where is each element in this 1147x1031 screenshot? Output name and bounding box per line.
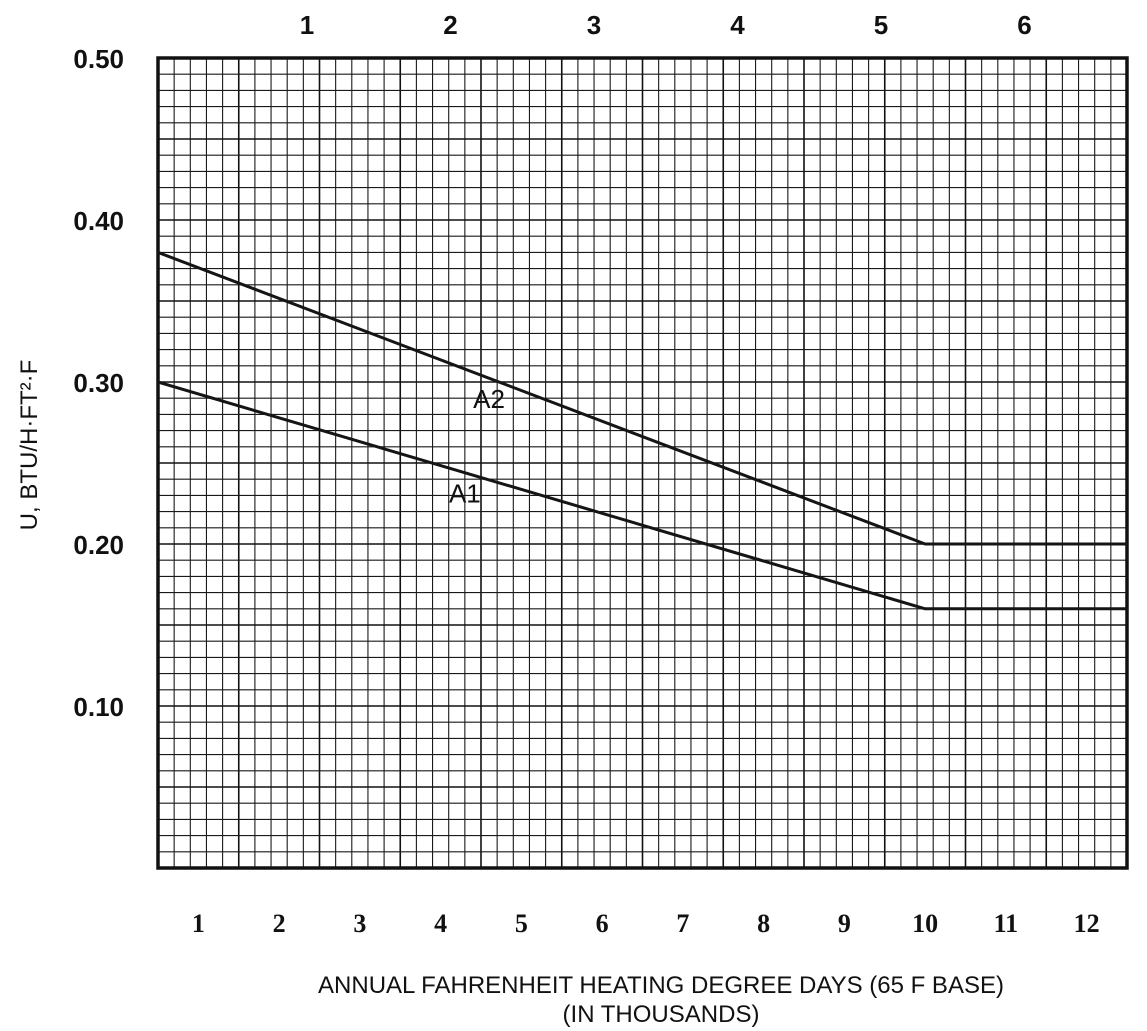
top-axis-ticks: 1 2 3 4 5 6 bbox=[300, 10, 1032, 40]
top-tick-label: 1 bbox=[300, 10, 314, 40]
x-tick-label: 12 bbox=[1074, 909, 1100, 938]
x-tick-label: 10 bbox=[912, 909, 938, 938]
series-line-a1 bbox=[156, 380, 1129, 611]
x-tick-label: 6 bbox=[596, 909, 609, 938]
top-tick-label: 4 bbox=[730, 10, 745, 40]
x-tick-label: 11 bbox=[994, 909, 1019, 938]
series-line-a2 bbox=[156, 250, 1129, 546]
y-axis-ticks: 0.50 0.40 0.30 0.20 0.10 bbox=[73, 44, 124, 722]
x-tick-label: 5 bbox=[515, 909, 528, 938]
series-labels: A2 A1 bbox=[449, 384, 505, 508]
top-tick-label: 2 bbox=[443, 10, 457, 40]
x-axis-ticks: 1 2 3 4 5 6 7 8 9 10 11 12 bbox=[192, 909, 1100, 938]
plot-area-frame bbox=[156, 56, 1129, 870]
x-tick-label: 8 bbox=[757, 909, 770, 938]
x-axis-title-line2: (IN THOUSANDS) bbox=[563, 1001, 760, 1028]
y-tick-label: 0.30 bbox=[73, 368, 124, 398]
series-lines bbox=[156, 250, 1129, 611]
x-tick-label: 7 bbox=[676, 909, 689, 938]
top-tick-label: 6 bbox=[1017, 10, 1031, 40]
x-axis-title: ANNUAL FAHRENHEIT HEATING DEGREE DAYS (6… bbox=[318, 972, 1004, 999]
y-tick-label: 0.40 bbox=[73, 206, 124, 236]
x-tick-label: 4 bbox=[434, 909, 447, 938]
x-tick-label: 1 bbox=[192, 909, 205, 938]
x-tick-label: 9 bbox=[838, 909, 851, 938]
series-label-a2: A2 bbox=[473, 384, 505, 414]
top-tick-label: 5 bbox=[874, 10, 888, 40]
y-tick-label: 0.50 bbox=[73, 44, 124, 74]
top-tick-label: 3 bbox=[587, 10, 601, 40]
x-tick-label: 3 bbox=[353, 909, 366, 938]
x-tick-label: 2 bbox=[273, 909, 286, 938]
grid bbox=[158, 58, 1127, 868]
y-axis-title: U, BTU/H·FT²·F bbox=[16, 360, 43, 531]
y-tick-label: 0.10 bbox=[73, 692, 124, 722]
y-tick-label: 0.20 bbox=[73, 530, 124, 560]
series-label-a1: A1 bbox=[449, 479, 481, 509]
